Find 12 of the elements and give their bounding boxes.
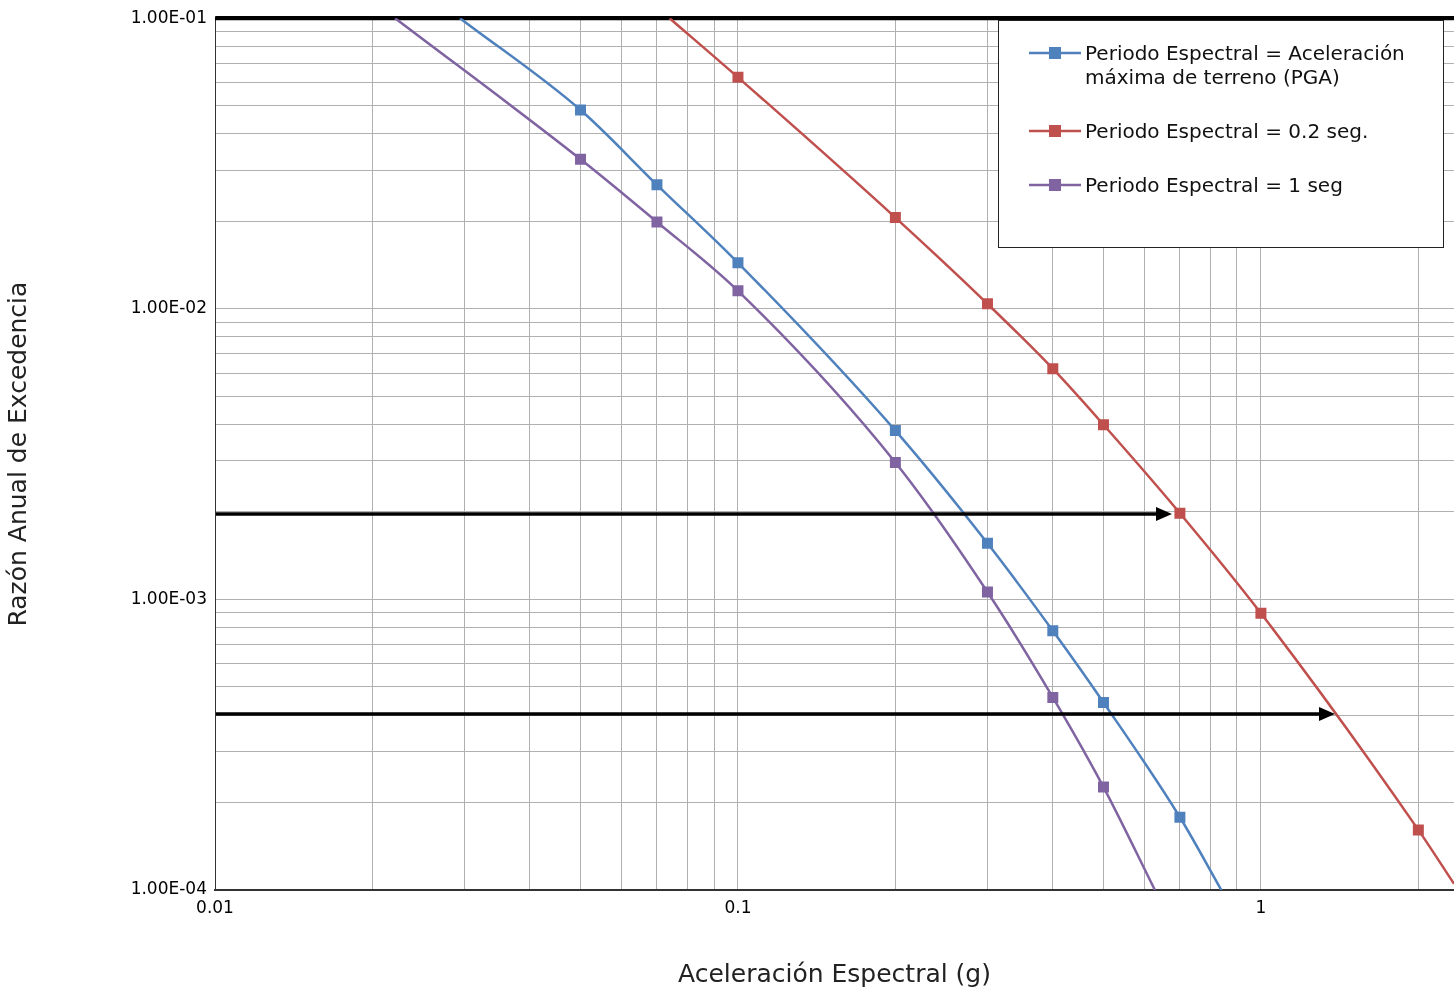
x-tick-label: 0.1 [724, 896, 752, 917]
x-tick-label: 0.01 [196, 896, 234, 917]
y-axis-title: Razón Anual de Excedencia [2, 281, 32, 627]
y-tick-label: 1.00E-01 [130, 6, 207, 27]
y-tick-label: 1.00E-02 [130, 297, 207, 318]
x-tick-label: 1 [1255, 896, 1267, 917]
legend-label: Periodo Espectral = 1 seg [1085, 173, 1343, 197]
y-tick-label: 1.00E-03 [130, 587, 207, 608]
x-axis-title: Aceleración Espectral (g) [678, 958, 991, 988]
y-tick-label: 1.00E-04 [130, 878, 207, 899]
legend-label: Periodo Espectral = 0.2 seg. [1085, 119, 1369, 143]
legend-label: Periodo Espectral = Aceleración máxima de terreno (PGA) [1085, 41, 1406, 89]
